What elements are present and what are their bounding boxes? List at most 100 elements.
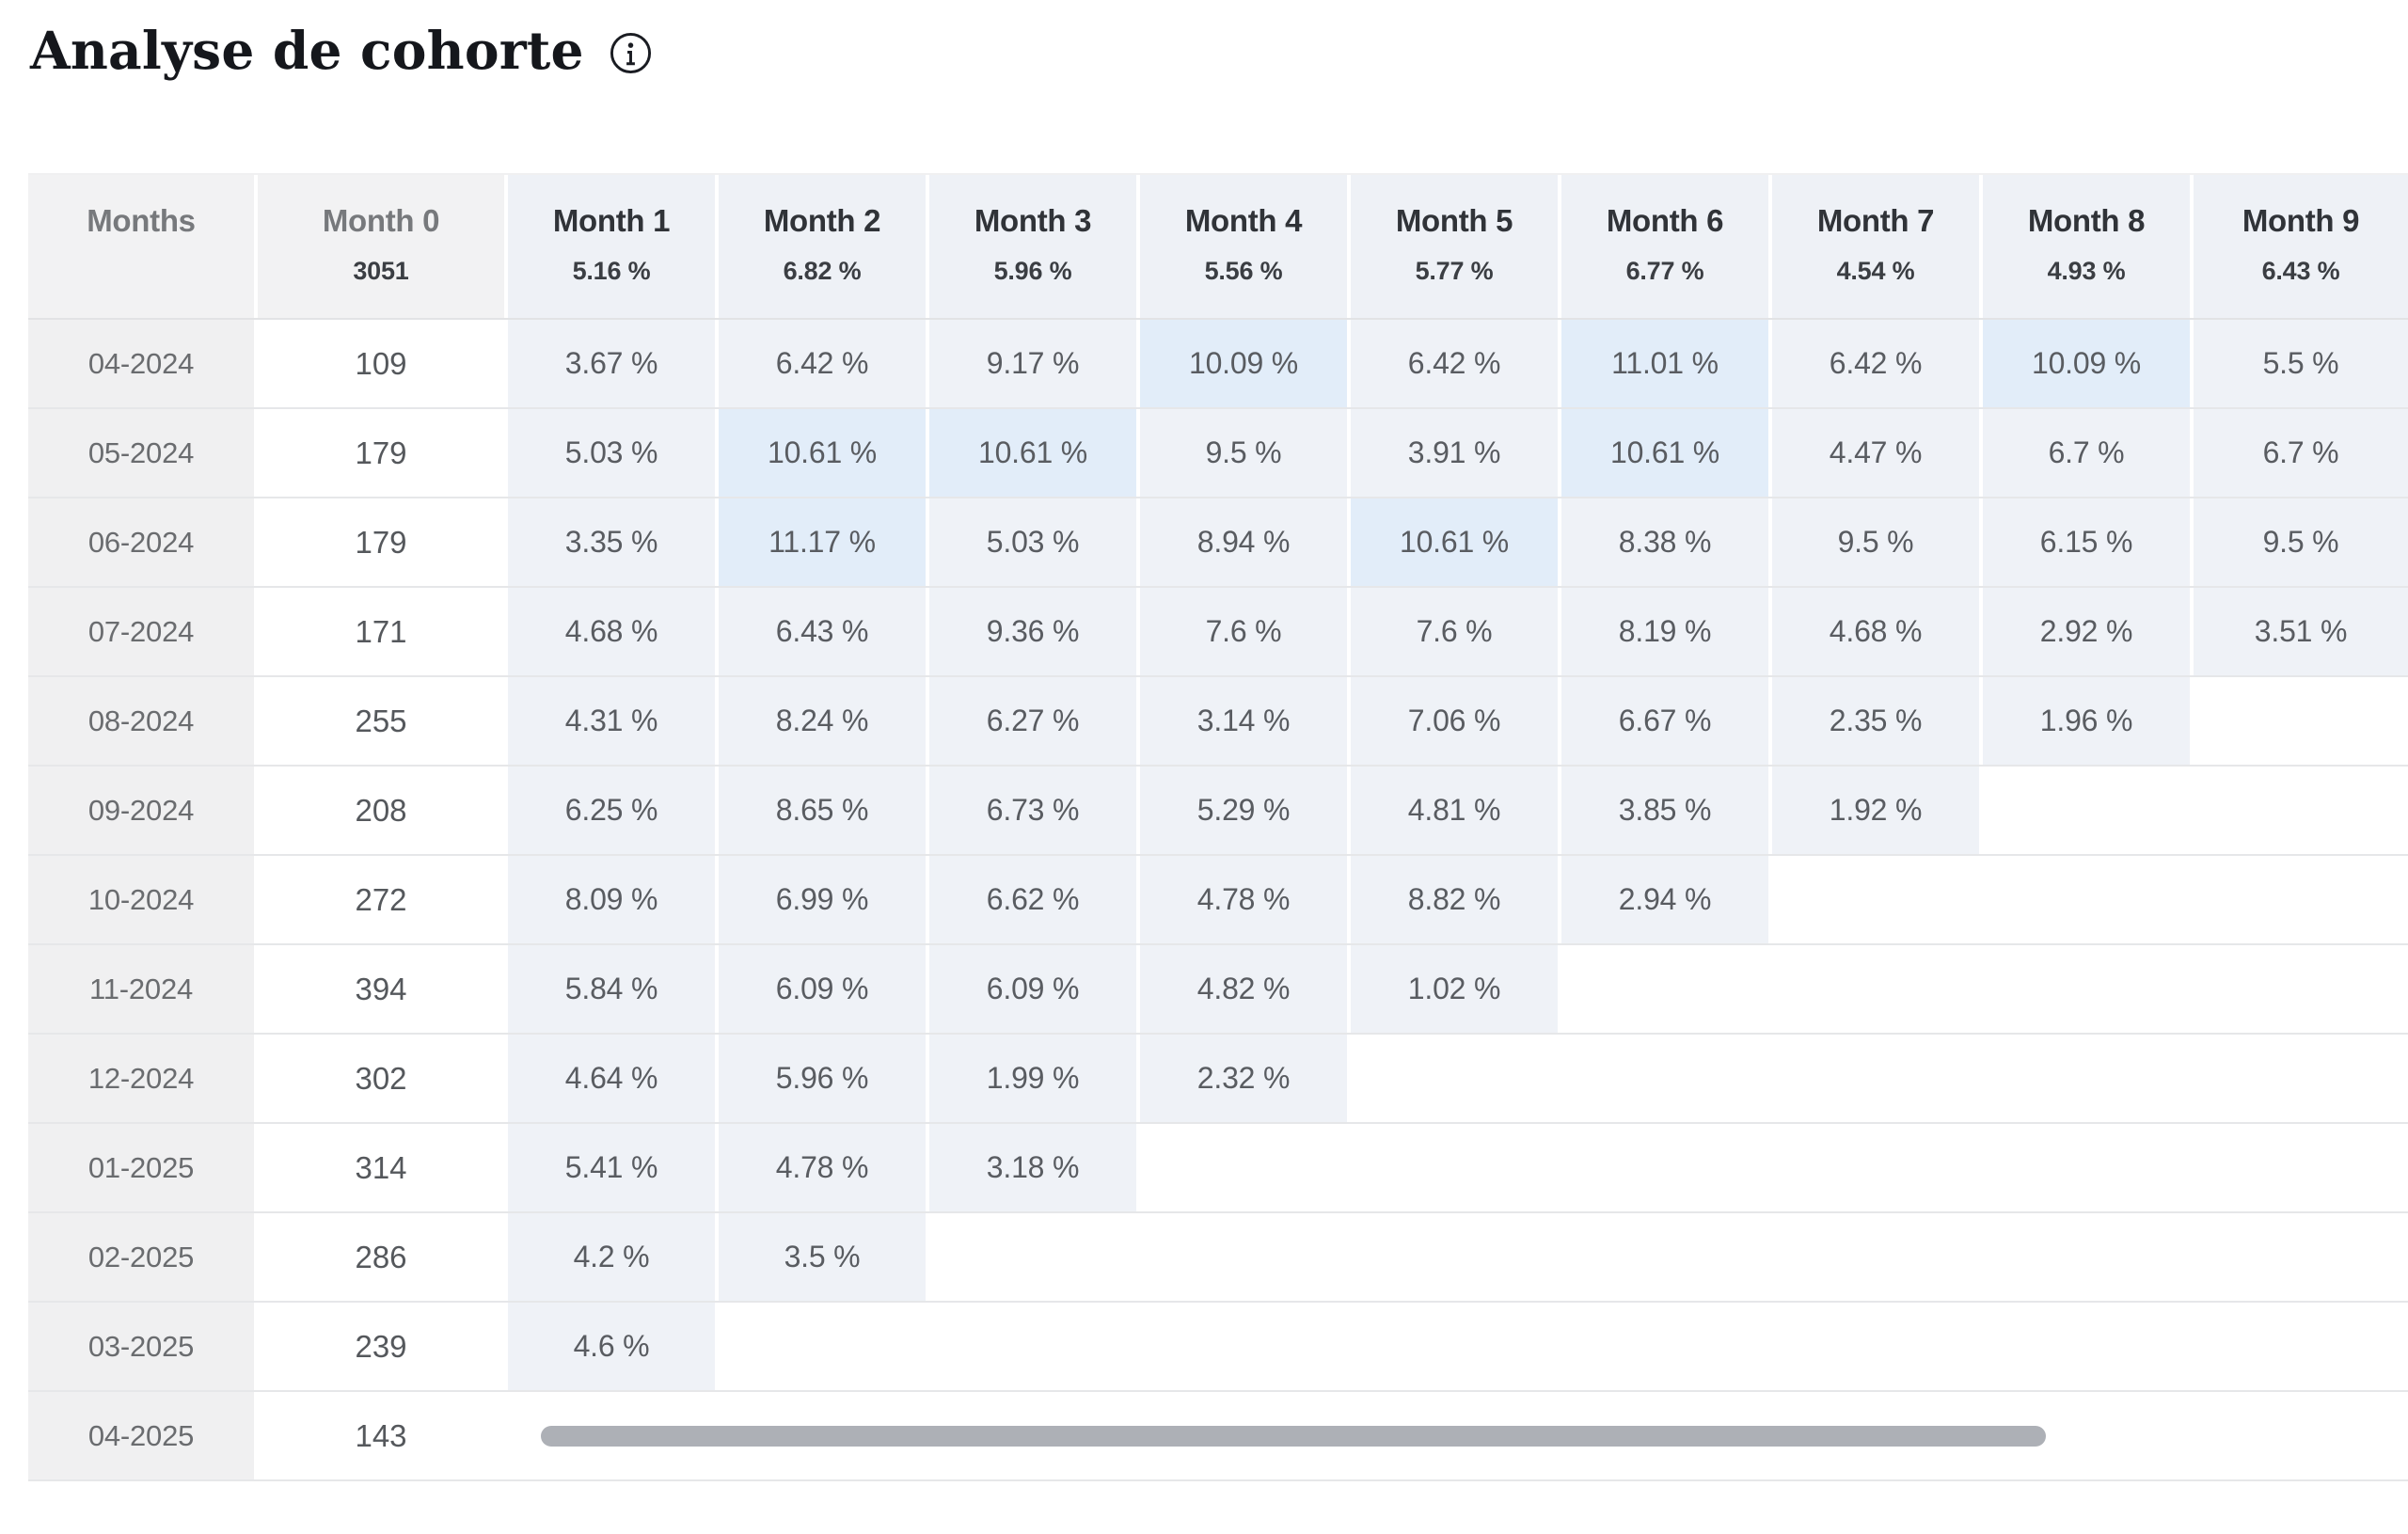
empty-cell [2194, 1035, 2408, 1122]
retention-cell: 8.65 % [719, 767, 926, 854]
retention-cell: 10.09 % [1140, 320, 1347, 407]
column-header: Month 6 6.77 % [1561, 175, 1768, 318]
retention-cell: 10.61 % [929, 409, 1136, 497]
empty-cell [1772, 856, 1979, 943]
row-label: 08-2024 [28, 677, 254, 765]
empty-cell [929, 1303, 1136, 1390]
retention-cell: 5.41 % [508, 1124, 715, 1211]
retention-cell: 4.2 % [508, 1213, 715, 1301]
retention-cell: 4.82 % [1140, 945, 1347, 1033]
retention-cell: 4.64 % [508, 1035, 715, 1122]
retention-cell: 9.36 % [929, 588, 1136, 675]
retention-cell: 9.17 % [929, 320, 1136, 407]
empty-cell [1140, 1303, 1347, 1390]
page-title: Analyse de cohorte [30, 19, 584, 81]
row-label: 07-2024 [28, 588, 254, 675]
retention-cell: 4.68 % [508, 588, 715, 675]
retention-cell: 6.42 % [719, 320, 926, 407]
empty-cell [719, 1303, 926, 1390]
cohort-size-cell: 394 [258, 945, 504, 1033]
retention-cell: 3.18 % [929, 1124, 1136, 1211]
empty-cell [2194, 856, 2408, 943]
table-row: 02-2025 286 4.2 % 3.5 % [28, 1213, 2408, 1303]
table-row: 04-2025 143 [28, 1392, 2408, 1481]
row-label: 02-2025 [28, 1213, 254, 1301]
column-header: Month 2 6.82 % [719, 175, 926, 318]
column-header-months: Months [28, 175, 254, 318]
retention-cell: 11.17 % [719, 498, 926, 586]
column-header-label: Month 8 [2027, 203, 2146, 238]
cohort-size-cell: 109 [258, 320, 504, 407]
empty-cell [1772, 1303, 1979, 1390]
column-header-label: Month 4 [1184, 203, 1303, 238]
empty-cell [1983, 1035, 2190, 1122]
column-header-average: 3051 [353, 257, 409, 285]
column-header-average: 6.77 % [1625, 257, 1704, 285]
retention-cell: 6.7 % [2194, 409, 2408, 497]
row-label: 11-2024 [28, 945, 254, 1033]
retention-cell: 4.78 % [1140, 856, 1347, 943]
retention-cell: 1.92 % [1772, 767, 1979, 854]
page-header: Analyse de cohorte [30, 8, 653, 92]
empty-cell [1983, 1303, 2190, 1390]
retention-cell: 3.5 % [719, 1213, 926, 1301]
retention-cell: 4.78 % [719, 1124, 926, 1211]
retention-cell: 8.38 % [1561, 498, 1768, 586]
table-row: 06-2024 179 3.35 % 11.17 % 5.03 % 8.94 % 10.61… [28, 498, 2408, 588]
table-row: 04-2024 109 3.67 % 6.42 % 9.17 % 10.09 % 6.42 … [28, 320, 2408, 409]
cohort-size-cell: 272 [258, 856, 504, 943]
retention-cell: 6.25 % [508, 767, 715, 854]
empty-cell [2194, 945, 2408, 1033]
retention-cell: 8.24 % [719, 677, 926, 765]
retention-cell: 4.6 % [508, 1303, 715, 1390]
retention-cell: 6.43 % [719, 588, 926, 675]
retention-cell: 3.91 % [1351, 409, 1558, 497]
cohort-size-cell: 179 [258, 409, 504, 497]
column-header-label: Months [87, 203, 196, 238]
retention-cell: 9.5 % [2194, 498, 2408, 586]
empty-cell [1561, 1035, 1768, 1122]
empty-cell [1772, 1035, 1979, 1122]
retention-cell: 6.15 % [1983, 498, 2190, 586]
row-label: 10-2024 [28, 856, 254, 943]
empty-cell [1351, 1303, 1558, 1390]
empty-cell [1351, 1124, 1558, 1211]
empty-cell [1983, 1124, 2190, 1211]
info-icon[interactable] [609, 31, 653, 75]
empty-cell [1772, 1124, 1979, 1211]
horizontal-scrollbar-thumb[interactable] [541, 1426, 2046, 1447]
retention-cell: 5.03 % [929, 498, 1136, 586]
column-header-label: Month 2 [763, 203, 881, 238]
retention-cell: 6.99 % [719, 856, 926, 943]
table-header-row: Months Month 0 3051 Month 1 5.16 % Month 2 6.8… [28, 173, 2408, 320]
retention-cell: 6.62 % [929, 856, 1136, 943]
retention-cell: 6.27 % [929, 677, 1136, 765]
cohort-table: Months Month 0 3051 Month 1 5.16 % Month 2 6.8… [28, 173, 2408, 1481]
empty-cell [2194, 767, 2408, 854]
empty-cell [1983, 945, 2190, 1033]
row-label: 04-2024 [28, 320, 254, 407]
retention-cell: 6.73 % [929, 767, 1136, 854]
table-row: 08-2024 255 4.31 % 8.24 % 6.27 % 3.14 % 7.06 %… [28, 677, 2408, 767]
empty-cell [1351, 1213, 1558, 1301]
table-row: 07-2024 171 4.68 % 6.43 % 9.36 % 7.6 % 7.6 % 8.… [28, 588, 2408, 677]
retention-cell: 5.5 % [2194, 320, 2408, 407]
cohort-size-cell: 239 [258, 1303, 504, 1390]
row-label: 12-2024 [28, 1035, 254, 1122]
cohort-size-cell: 286 [258, 1213, 504, 1301]
retention-cell: 8.82 % [1351, 856, 1558, 943]
empty-cell [1561, 1213, 1768, 1301]
retention-cell: 8.19 % [1561, 588, 1768, 675]
retention-cell: 4.68 % [1772, 588, 1979, 675]
cohort-size-cell: 255 [258, 677, 504, 765]
column-header-average: 4.54 % [1836, 257, 1915, 285]
retention-cell: 3.14 % [1140, 677, 1347, 765]
column-header: Month 4 5.56 % [1140, 175, 1347, 318]
empty-cell [1983, 767, 2190, 854]
empty-cell [2194, 1392, 2408, 1479]
retention-cell: 6.42 % [1351, 320, 1558, 407]
column-header-label: Month 9 [2242, 203, 2360, 238]
empty-cell [2194, 1303, 2408, 1390]
column-header: Month 7 4.54 % [1772, 175, 1979, 318]
retention-cell: 9.5 % [1140, 409, 1347, 497]
